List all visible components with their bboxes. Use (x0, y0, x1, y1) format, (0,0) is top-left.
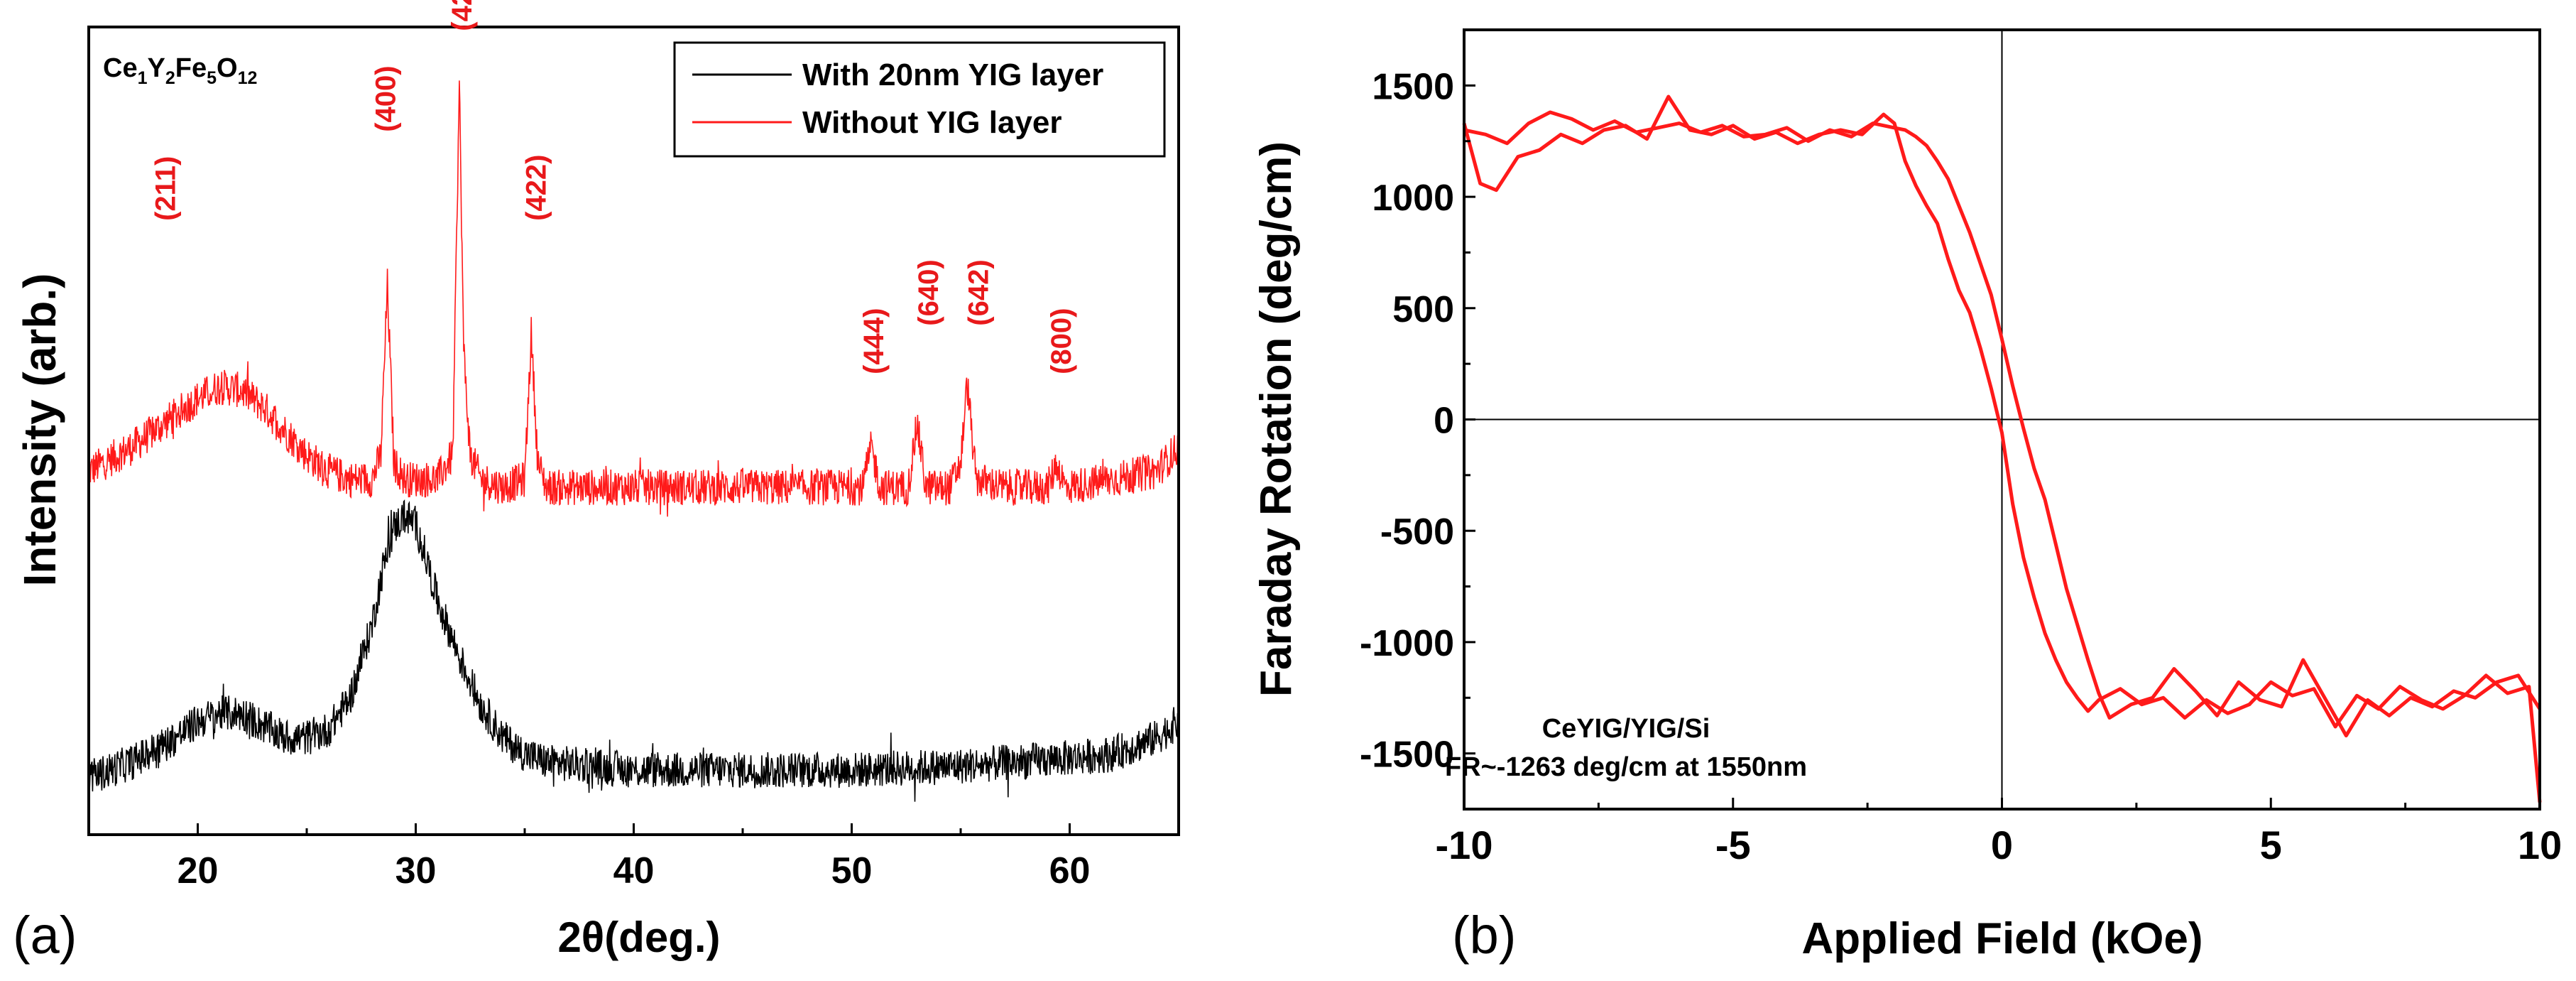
faraday-x-tick-label: 0 (1991, 823, 2013, 867)
faraday-annotation-line1: CeYIG/YIG/Si (1542, 714, 1710, 744)
faraday-y-axis-label: Faraday Rotation (deg/cm) (1252, 141, 1301, 697)
xrd-peak-labels: (211) (400) (420) (422) (444) (640) (642) (800) (151, 0, 1078, 374)
xrd-x-ticks: 20 30 40 50 60 (87, 823, 1180, 891)
xrd-peak-label: (640) (913, 259, 944, 325)
xrd-x-tick-label: 50 (831, 850, 873, 891)
faraday-y-tick-label: 0 (1434, 401, 1454, 442)
xrd-peak-label: (400) (371, 65, 402, 131)
xrd-series-without-yig (88, 80, 1179, 517)
faraday-y-tick-label: 1000 (1372, 178, 1454, 219)
faraday-y-tick-label: -1500 (1360, 735, 1454, 776)
faraday-series-group (1462, 94, 2542, 803)
faraday-ascending-branch (1463, 110, 2542, 738)
faraday-x-tick-label: 5 (2260, 823, 2282, 867)
faraday-x-tick-label: -10 (1436, 823, 1493, 867)
faraday-zero-lines (1464, 30, 2540, 809)
faraday-x-ticks: -10 -5 0 5 10 (1436, 798, 2562, 867)
xrd-y-axis-label: Intensity (arb.) (14, 273, 65, 587)
xrd-peak-label: (642) (964, 259, 995, 325)
xrd-x-tick-label: 20 (178, 850, 219, 891)
sample-formula: Ce1Y2Fe5O12 (103, 53, 257, 88)
faraday-x-tick-label: 10 (2518, 823, 2562, 867)
faraday-y-tick-label: 500 (1392, 289, 1454, 330)
faraday-y-tick-label: -1000 (1360, 623, 1454, 664)
faraday-x-tick-label: -5 (1715, 823, 1751, 867)
legend-label-with-yig: With 20nm YIG layer (802, 58, 1103, 92)
xrd-peak-label: (800) (1046, 308, 1077, 374)
faraday-y-tick-label: -500 (1380, 511, 1454, 553)
xrd-legend: With 20nm YIG layer Without YIG layer (673, 41, 1166, 158)
legend-box (673, 41, 1166, 158)
xrd-chart: 20 30 40 50 60 (211) (400) (420) (422) (444) (640… (13, 0, 1180, 965)
xrd-peak-label: (211) (151, 156, 182, 221)
xrd-peak-label: (420) (447, 0, 478, 31)
xrd-peak-label: (422) (520, 155, 552, 221)
faraday-x-axis-label: Applied Field (kOe) (1802, 914, 2203, 963)
xrd-x-tick-label: 40 (613, 850, 655, 891)
legend-label-without-yig: Without YIG layer (802, 105, 1062, 140)
faraday-chart: -10 -5 0 5 10 -1500 -1000 -500 0 500 1000 1500 CeY… (1252, 28, 2562, 965)
xrd-series-with-yig (88, 499, 1179, 802)
faraday-y-ticks: -1500 -1000 -500 0 500 1000 1500 (1360, 28, 1475, 811)
faraday-annotation-line2: FR~-1263 deg/cm at 1550nm (1445, 752, 1807, 782)
xrd-x-tick-label: 60 (1049, 850, 1091, 891)
xrd-x-tick-label: 30 (395, 850, 437, 891)
xrd-x-axis-label: 2θ(deg.) (557, 914, 720, 961)
faraday-y-tick-label: 1500 (1372, 66, 1454, 107)
faraday-descending-branch (1462, 94, 2542, 803)
panel-label-a: (a) (13, 906, 77, 965)
xrd-peak-label: (444) (858, 308, 890, 374)
xrd-series-group (88, 80, 1179, 802)
panel-label-b: (b) (1452, 906, 1516, 965)
